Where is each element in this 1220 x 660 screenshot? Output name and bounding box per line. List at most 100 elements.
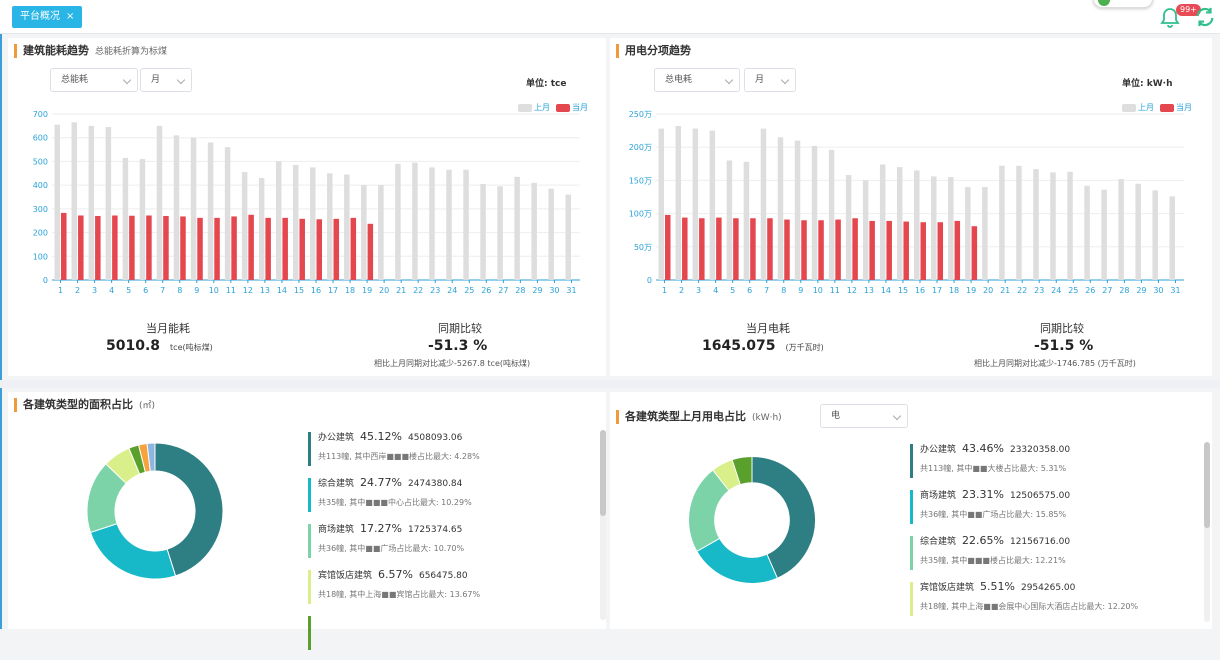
list-item[interactable]: 宾馆饭店建筑 6.57% 656475.80 共18幢, 其中上海■■宾馆占比最大: … (308, 568, 588, 614)
legend-curr[interactable]: 当月 (556, 102, 588, 113)
energy-period-select[interactable]: 月 (140, 68, 192, 92)
y-tick-label: 400 (33, 181, 48, 190)
bar-curr-month (954, 220, 961, 280)
energy-stat1-unit: tce(吨标煤) (170, 343, 213, 352)
bar-prev-month (999, 165, 1005, 280)
item-name: 办公建筑 (920, 445, 957, 455)
x-tick-label: 13 (260, 286, 270, 295)
energy-trend-panel: 建筑能耗趋势 总能耗折算为标煤 总能耗 月 单位: tce 上月 当月 0 100 2… (8, 38, 606, 376)
x-tick-label: 10 (209, 286, 219, 295)
item-name: 综合建筑 (920, 537, 957, 547)
bar-prev-month (1050, 172, 1056, 280)
scroll-thumb[interactable] (1204, 442, 1210, 528)
y-tick-label: 0 (647, 276, 652, 285)
power-trend-title: 用电分项趋势 (616, 44, 691, 58)
bar-curr-month (197, 217, 203, 280)
legend-curr[interactable]: 当月 (1160, 102, 1192, 113)
color-marker (308, 478, 311, 512)
bar-prev-month (1118, 179, 1124, 280)
bar-prev-month (361, 185, 367, 280)
x-tick-label: 7 (160, 286, 165, 295)
list-item[interactable] (308, 614, 588, 660)
item-title (318, 614, 588, 629)
list-item[interactable]: 商场建筑 23.31% 12506575.00 共36幢, 其中■■广场占比最大: 1… (910, 488, 1190, 534)
x-tick-label: 20 (379, 286, 389, 295)
x-tick-label: 25 (464, 286, 474, 295)
list-item[interactable]: 综合建筑 24.77% 2474380.84 共35幢, 其中■■■中心占比最大: 1… (308, 476, 588, 522)
power-stat2-note: 相比上月同期对比减少-1746.785 (万千瓦时) (974, 359, 1136, 368)
bar-prev-month (275, 161, 282, 280)
bar-prev-month (828, 149, 835, 280)
list-item[interactable]: 商场建筑 17.27% 1725374.65 共36幢, 其中■■广场占比最大: 10… (308, 522, 588, 568)
bar-curr-month (112, 215, 118, 280)
x-tick-label: 10 (813, 286, 823, 295)
donut-slice (696, 537, 778, 584)
bar-prev-month (845, 175, 852, 280)
x-tick-label: 11 (830, 286, 840, 295)
y-tick-label: 600 (33, 134, 48, 143)
elec-type-select[interactable]: 电 (820, 404, 908, 428)
bar-prev-month (862, 180, 869, 280)
list-item[interactable]: 综合建筑 22.65% 12156716.00 共35幢, 其中■■■楼占比最大: 1… (910, 534, 1190, 580)
tab-platform-overview[interactable]: 平台概况 × (12, 6, 83, 28)
legend-curr-swatch (556, 103, 570, 112)
bar-curr-month (886, 220, 892, 280)
bar-prev-month (658, 128, 665, 280)
elec-list-scrollbar[interactable] (1204, 442, 1210, 622)
refresh-icon[interactable] (1194, 6, 1216, 28)
bar-prev-month (105, 127, 112, 281)
bar-prev-month (514, 176, 520, 280)
status-indicator[interactable] (1093, 0, 1153, 8)
x-tick-label: 21 (1000, 286, 1010, 295)
top-bar: 平台概况 × 99+ (0, 0, 1220, 34)
item-note: 共35幢, 其中■■■中心占比最大: 10.29% (318, 498, 472, 507)
bar-curr-month (248, 214, 254, 280)
x-tick-label: 16 (311, 286, 321, 295)
bar-curr-month (699, 218, 705, 280)
bar-prev-month (224, 147, 231, 280)
bar-prev-month (395, 163, 401, 280)
power-stat1-label: 当月电耗 (746, 322, 790, 335)
x-tick-label: 16 (915, 286, 925, 295)
status-dot-icon (1098, 0, 1110, 6)
x-tick-label: 12 (847, 286, 857, 295)
power-type-select[interactable]: 总电耗 (654, 68, 740, 92)
bar-curr-month (937, 222, 944, 280)
item-title: 综合建筑 22.65% 12156716.00 (920, 534, 1190, 549)
bar-curr-month (265, 217, 271, 280)
legend-prev[interactable]: 上月 (1122, 102, 1154, 113)
bar-prev-month (1067, 171, 1073, 280)
power-stat2-label: 同期比较 (1040, 322, 1084, 335)
legend-prev[interactable]: 上月 (518, 102, 550, 113)
list-item[interactable]: 办公建筑 43.46% 23320358.00 共113幢, 其中■■大楼占比最大: … (910, 442, 1190, 488)
bar-prev-month (344, 174, 350, 280)
item-note: 共18幢, 其中上海■■宾馆占比最大: 13.67% (318, 590, 481, 599)
list-item[interactable]: 宾馆饭店建筑 5.51% 2954265.00 共18幢, 其中上海■■会展中心国际大… (910, 580, 1190, 626)
bar-curr-month (282, 217, 288, 280)
scroll-thumb[interactable] (600, 430, 606, 516)
list-item[interactable]: 办公建筑 45.12% 4508093.06 共113幢, 其中西岸■■■楼占比最大:… (308, 430, 588, 476)
y-tick-label: 50万 (634, 243, 652, 252)
legend-prev-swatch (518, 103, 532, 112)
donut-slice (146, 442, 156, 472)
bar-curr-month (146, 215, 152, 280)
bell-icon[interactable] (1158, 6, 1182, 30)
tab-close-icon[interactable]: × (66, 11, 75, 22)
x-tick-label: 27 (1102, 286, 1112, 295)
x-tick-label: 29 (1136, 286, 1146, 295)
bar-curr-month (835, 219, 841, 280)
bar-prev-month (965, 187, 971, 280)
area-share-subtitle: (㎡) (139, 401, 156, 411)
x-tick-label: 2 (75, 286, 80, 295)
item-title: 宾馆饭店建筑 6.57% 656475.80 (318, 568, 588, 583)
power-period-select[interactable]: 月 (744, 68, 796, 92)
x-tick-label: 26 (481, 286, 491, 295)
legend-prev-swatch (1122, 103, 1136, 112)
bar-curr-month (716, 217, 722, 280)
item-name: 办公建筑 (318, 433, 355, 443)
bar-prev-month (914, 170, 920, 280)
area-list-scrollbar[interactable] (600, 430, 606, 620)
x-tick-label: 2 (679, 286, 684, 295)
color-marker (910, 444, 913, 478)
energy-type-select[interactable]: 总能耗 (50, 68, 138, 92)
